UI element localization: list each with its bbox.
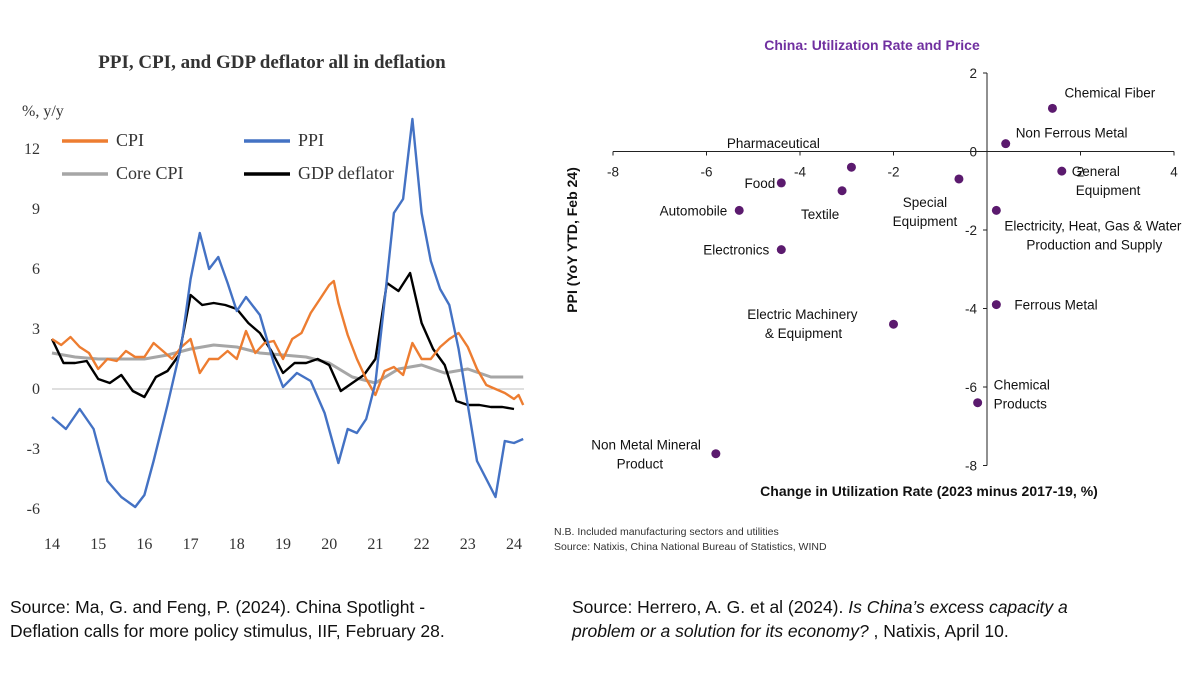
x-tick-label: 4: [1170, 165, 1178, 180]
legend-label-ppi: PPI: [298, 130, 324, 150]
point-label-automobile: Automobile: [660, 203, 728, 218]
y-tick-label: 6: [32, 261, 40, 278]
point-label-chemical-fiber: Chemical Fiber: [1064, 85, 1155, 100]
x-tick-label: 14: [44, 536, 60, 553]
x-tick-label: 21: [367, 536, 383, 553]
point-label-non-ferrous-metal: Non Ferrous Metal: [1016, 126, 1128, 141]
x-tick-label: 24: [506, 536, 522, 553]
point-non-ferrous-metal: [1001, 139, 1011, 149]
point-label-general: General Equipment: [1072, 164, 1141, 198]
utilization-scatter-chart: China: Utilization Rate and Price -8 -6 -4…: [554, 37, 1182, 553]
point-ferrous-metal: [991, 300, 1001, 310]
point-chemical: [973, 398, 983, 408]
y-tick-label: 3: [32, 321, 40, 338]
chart1-title: PPI, CPI, and GDP deflator all in deflat…: [98, 52, 446, 73]
y-tick-label: -3: [27, 441, 40, 458]
y-tick-label: -2: [965, 223, 977, 238]
point-non-metal-mineral: [711, 449, 721, 459]
chart1-ylabel: %, y/y: [22, 103, 64, 120]
chart2-ylabel: PPI (YoY YTD, Feb 24): [564, 167, 580, 312]
point-label-non-metal-mineral: Non Metal Mineral Product: [591, 438, 701, 472]
x-tick-label: 22: [414, 536, 430, 553]
x-tick-label: 2: [1077, 165, 1085, 180]
point-label-textile: Textile: [801, 207, 839, 222]
legend-label-gdp-deflator: GDP deflator: [298, 163, 394, 183]
point-chemical-fiber: [1047, 103, 1057, 113]
x-tick-label: -6: [700, 165, 712, 180]
y-tick-label: 0: [32, 381, 40, 398]
x-tick-label: 20: [321, 536, 337, 553]
point-label-chemical: Chemical Products: [994, 378, 1050, 412]
point-label-special: Special Equipment: [893, 195, 958, 229]
deflation-line-chart: PPI, CPI, and GDP deflator all in deflat…: [22, 52, 525, 553]
x-tick-label: 15: [90, 536, 106, 553]
x-tick-label: 19: [275, 536, 291, 553]
chart2-xlabel: Change in Utilization Rate (2023 minus 2…: [760, 483, 1098, 499]
source-right-suffix: , Natixis, April 10.: [873, 621, 1009, 641]
point-textile: [837, 186, 847, 196]
y-tick-label: 2: [969, 66, 977, 81]
legend-label-cpi: CPI: [116, 130, 144, 150]
source-left: Source: Ma, G. and Feng, P. (2024). Chin…: [10, 595, 570, 643]
point-electric-machinery: [889, 319, 898, 329]
point-pharmaceutical: [846, 162, 856, 172]
point-label-food: Food: [745, 176, 776, 191]
point-electronics: [776, 245, 786, 255]
y-tick-label: -8: [965, 459, 977, 474]
y-tick-label: 9: [32, 201, 40, 218]
x-tick-label: -4: [794, 165, 806, 180]
source-right-prefix: Source: Herrero, A. G. et al (2024).: [572, 597, 849, 617]
x-tick-label: 16: [136, 536, 152, 553]
point-label-ferrous-metal: Ferrous Metal: [1014, 298, 1097, 313]
chart2-source: Source: Natixis, China National Bureau o…: [554, 541, 827, 553]
series-line-ppi: [51, 117, 524, 509]
source-right-title-2: problem or a solution for its economy?: [572, 621, 874, 641]
x-tick-label: 17: [183, 536, 199, 553]
point-automobile: [734, 205, 744, 215]
point-electricity-heat-gas-water: [991, 205, 1001, 215]
series-line-cpi: [51, 279, 525, 406]
series-line-core-cpi: [51, 343, 524, 385]
y-tick-label: -4: [965, 302, 977, 317]
chart2-title: China: Utilization Rate and Price: [764, 37, 980, 53]
point-label-electricity-heat-gas-water: Electricity, Heat, Gas & Water Production…: [1004, 218, 1182, 252]
x-tick-label: 23: [460, 536, 476, 553]
point-label-electric-machinery: Electric Machinery & Equipment: [747, 307, 858, 341]
source-right-title-1: Is China’s excess capacity a: [848, 597, 1068, 617]
point-label-pharmaceutical: Pharmaceutical: [727, 136, 820, 151]
point-general: [1057, 166, 1067, 176]
series-line-gdp-deflator: [50, 271, 515, 411]
point-special: [954, 174, 964, 184]
point-label-electronics: Electronics: [703, 243, 769, 258]
source-left-line2: Deflation calls for more policy stimulus…: [10, 621, 445, 641]
y-tick-label: -6: [27, 501, 40, 518]
y-tick-label: 12: [24, 141, 40, 158]
y-tick-label: -6: [965, 380, 977, 395]
point-food: [776, 178, 786, 188]
x-tick-label: -8: [607, 165, 619, 180]
x-tick-label: -2: [887, 165, 899, 180]
x-tick-label: 18: [229, 536, 245, 553]
source-right: Source: Herrero, A. G. et al (2024). Is …: [572, 595, 1192, 643]
y-tick-label: 0: [969, 145, 977, 160]
chart2-note: N.B. Included manufacturing sectors and …: [554, 526, 779, 538]
source-left-line1: Source: Ma, G. and Feng, P. (2024). Chin…: [10, 597, 426, 617]
legend-label-core-cpi: Core CPI: [116, 163, 184, 183]
